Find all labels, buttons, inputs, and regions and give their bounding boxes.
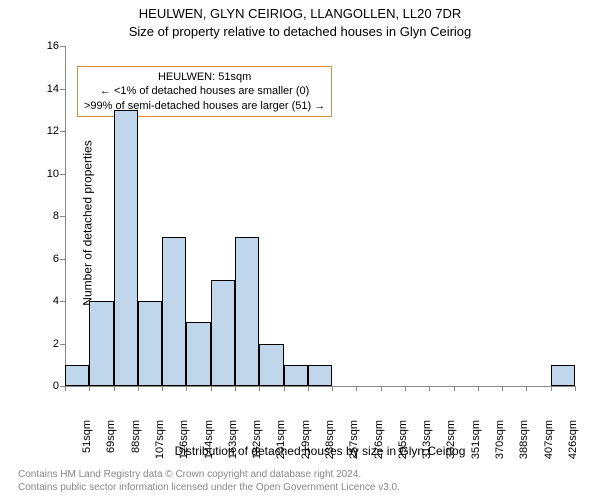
- x-tick-mark: [138, 386, 139, 391]
- x-tick-mark: [478, 386, 479, 391]
- x-tick-mark: [356, 386, 357, 391]
- histogram-bar: [284, 365, 308, 386]
- x-tick-label: 276sqm: [373, 420, 385, 470]
- x-tick-mark: [575, 386, 576, 391]
- x-tick-mark: [284, 386, 285, 391]
- x-tick-label: 351sqm: [470, 420, 482, 470]
- chart-title-line1: HEULWEN, GLYN CEIRIOG, LLANGOLLEN, LL20 …: [0, 6, 600, 21]
- annotation-line1: HEULWEN: 51sqm: [84, 70, 325, 84]
- y-tick-label: 6: [29, 253, 59, 265]
- y-tick-mark: [60, 301, 65, 302]
- y-tick-label: 14: [29, 83, 59, 95]
- y-tick-label: 8: [29, 210, 59, 222]
- y-tick-label: 16: [29, 40, 59, 52]
- x-tick-mark: [381, 386, 382, 391]
- x-tick-label: 51sqm: [81, 420, 93, 470]
- x-tick-mark: [162, 386, 163, 391]
- x-tick-label: 313sqm: [421, 420, 433, 470]
- x-tick-mark: [211, 386, 212, 391]
- x-tick-label: 407sqm: [543, 420, 555, 470]
- histogram-bar: [308, 365, 332, 386]
- x-tick-mark: [259, 386, 260, 391]
- x-tick-mark: [89, 386, 90, 391]
- x-tick-mark: [429, 386, 430, 391]
- annotation-line2: ← <1% of detached houses are smaller (0): [84, 84, 325, 98]
- x-tick-label: 69sqm: [105, 420, 117, 470]
- y-tick-mark: [60, 89, 65, 90]
- histogram-bar: [89, 301, 113, 386]
- x-tick-label: 163sqm: [227, 420, 239, 470]
- x-tick-mark: [186, 386, 187, 391]
- x-tick-mark: [405, 386, 406, 391]
- x-tick-label: 144sqm: [203, 420, 215, 470]
- x-tick-mark: [454, 386, 455, 391]
- y-tick-label: 2: [29, 338, 59, 350]
- x-tick-label: 426sqm: [567, 420, 579, 470]
- x-tick-mark: [526, 386, 527, 391]
- histogram-bar: [162, 237, 186, 386]
- y-tick-mark: [60, 259, 65, 260]
- y-tick-label: 10: [29, 168, 59, 180]
- x-tick-label: 126sqm: [178, 420, 190, 470]
- x-tick-mark: [551, 386, 552, 391]
- y-tick-label: 0: [29, 380, 59, 392]
- histogram-bar: [259, 344, 283, 387]
- x-tick-label: 257sqm: [348, 420, 360, 470]
- x-tick-label: 295sqm: [397, 420, 409, 470]
- y-tick-label: 12: [29, 125, 59, 137]
- y-tick-mark: [60, 174, 65, 175]
- histogram-bar: [186, 322, 210, 386]
- x-tick-label: 107sqm: [154, 420, 166, 470]
- y-tick-mark: [60, 344, 65, 345]
- histogram-bar: [235, 237, 259, 386]
- x-tick-mark: [332, 386, 333, 391]
- y-tick-mark: [60, 216, 65, 217]
- x-tick-label: 332sqm: [445, 420, 457, 470]
- x-tick-mark: [502, 386, 503, 391]
- chart-container: HEULWEN, GLYN CEIRIOG, LLANGOLLEN, LL20 …: [0, 0, 600, 500]
- histogram-bar: [114, 110, 138, 386]
- chart-title-line2: Size of property relative to detached ho…: [0, 24, 600, 39]
- x-tick-mark: [308, 386, 309, 391]
- x-tick-mark: [235, 386, 236, 391]
- y-tick-label: 4: [29, 295, 59, 307]
- y-tick-mark: [60, 131, 65, 132]
- histogram-bar: [551, 365, 575, 386]
- footer-attribution: Contains HM Land Registry data © Crown c…: [18, 468, 400, 494]
- x-tick-label: 182sqm: [251, 420, 263, 470]
- histogram-bar: [65, 365, 89, 386]
- y-tick-mark: [60, 46, 65, 47]
- histogram-bar: [138, 301, 162, 386]
- x-tick-mark: [65, 386, 66, 391]
- x-tick-mark: [114, 386, 115, 391]
- y-axis-label: Number of detached properties: [81, 140, 95, 305]
- histogram-bar: [211, 280, 235, 386]
- x-tick-label: 238sqm: [324, 420, 336, 470]
- x-tick-label: 201sqm: [275, 420, 287, 470]
- footer-line2: Contains public sector information licen…: [18, 481, 400, 494]
- x-tick-label: 88sqm: [130, 420, 142, 470]
- x-tick-label: 370sqm: [494, 420, 506, 470]
- x-tick-label: 219sqm: [300, 420, 312, 470]
- x-tick-label: 388sqm: [518, 420, 530, 470]
